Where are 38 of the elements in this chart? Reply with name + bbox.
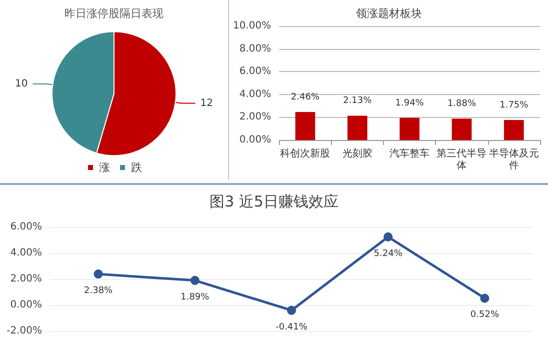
- x-tick-label: 半导体及元件: [488, 148, 539, 172]
- y-tick-label: 2.00%: [239, 112, 272, 123]
- y-tick-label: 0.00%: [10, 300, 42, 310]
- x-tick-label: 汽车整车: [390, 148, 430, 160]
- x-tick-label: 科创次新股: [280, 148, 330, 160]
- point: [190, 276, 200, 285]
- y-tick-label: 8.00%: [239, 43, 272, 54]
- y-tick-label: 6.00%: [10, 222, 42, 232]
- x-tick-label: 光刻胶: [342, 148, 372, 160]
- data-label: 2.38%: [84, 286, 114, 296]
- data-label: 2.13%: [343, 96, 372, 106]
- data-label: 1.89%: [180, 292, 210, 302]
- chart-title: 领涨题材板块: [356, 7, 422, 20]
- point: [287, 306, 296, 315]
- point: [480, 294, 490, 303]
- data-label: 5.24%: [374, 248, 403, 259]
- data-label: 1.94%: [395, 98, 424, 108]
- y-tick-label: 10.00%: [232, 20, 272, 32]
- y-tick-label: 0.00%: [239, 134, 272, 146]
- legend-label: 跌: [131, 161, 142, 174]
- data-label: 12: [200, 98, 214, 109]
- y-tick-label: -2.00%: [6, 326, 42, 336]
- legend-label: 涨: [99, 161, 110, 174]
- data-label: 1.88%: [447, 99, 476, 110]
- point: [384, 232, 393, 242]
- point: [94, 270, 103, 279]
- y-tick-label: 6.00%: [239, 66, 272, 78]
- chart-title: 图3 近5日赚钱效应: [210, 192, 338, 210]
- data-label: -0.41%: [276, 322, 308, 332]
- y-tick-label: 4.00%: [239, 88, 272, 100]
- x-tick-label: 第三代半导体: [436, 148, 487, 172]
- data-label: 2.46%: [290, 92, 320, 102]
- y-tick-label: 2.00%: [10, 274, 42, 284]
- y-tick-label: 4.00%: [10, 248, 42, 258]
- data-label: 1.75%: [500, 100, 529, 111]
- data-label: 10: [14, 78, 28, 90]
- chart-title: 昨日涨停股隔日表现: [64, 7, 164, 20]
- data-label: 0.52%: [470, 310, 500, 320]
